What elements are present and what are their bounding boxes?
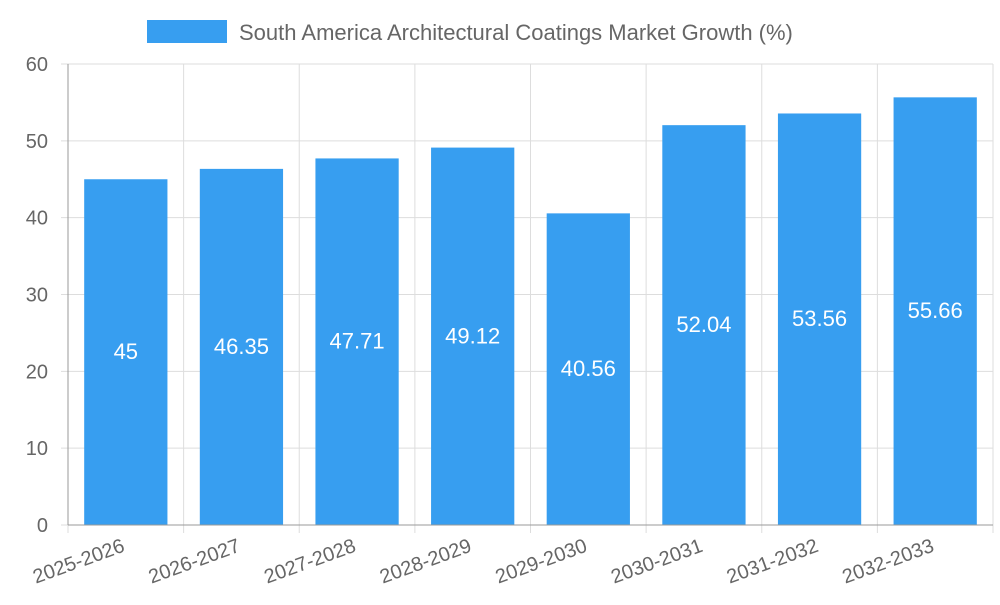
y-tick-label: 40 [26,208,48,230]
data-label: 53.56 [792,306,847,331]
bar [315,158,399,525]
bar [546,213,630,525]
y-tick-label: 0 [37,515,48,537]
data-label: 55.66 [908,298,963,323]
bars [84,97,977,526]
x-tick-label: 2029-2030 [493,535,590,588]
legend: South America Architectural Coatings Mar… [147,20,793,45]
data-label: 49.12 [445,323,500,348]
data-label: 47.71 [330,329,385,354]
data-labels: 45 46.35 47.71 49.12 40.56 52.04 53.56 55.66 [114,298,963,381]
bar [662,125,746,525]
y-tick-label: 20 [26,361,48,383]
x-tick-label: 2028-2029 [377,535,474,588]
y-tick-label: 50 [26,131,48,153]
legend-swatch [147,20,227,43]
bar [431,147,515,525]
y-tick-label: 10 [26,438,48,460]
y-tick-label: 30 [26,285,48,307]
data-label: 45 [114,339,138,364]
legend-label: South America Architectural Coatings Mar… [239,20,793,45]
x-tick-label: 2025-2026 [30,535,127,588]
data-label: 46.35 [214,334,269,359]
x-tick-label: 2031-2032 [724,535,821,588]
y-tick-label: 60 [26,54,48,76]
data-label: 40.56 [561,356,616,381]
x-tick-label: 2030-2031 [608,535,705,588]
x-tick-label: 2026-2027 [146,535,243,588]
x-tick-label: 2027-2028 [261,535,358,588]
bar [777,113,862,526]
bar [199,168,284,525]
bar [893,97,977,525]
x-tick-label: 2032-2033 [839,535,936,588]
bar [84,179,168,525]
data-label: 52.04 [676,312,731,337]
